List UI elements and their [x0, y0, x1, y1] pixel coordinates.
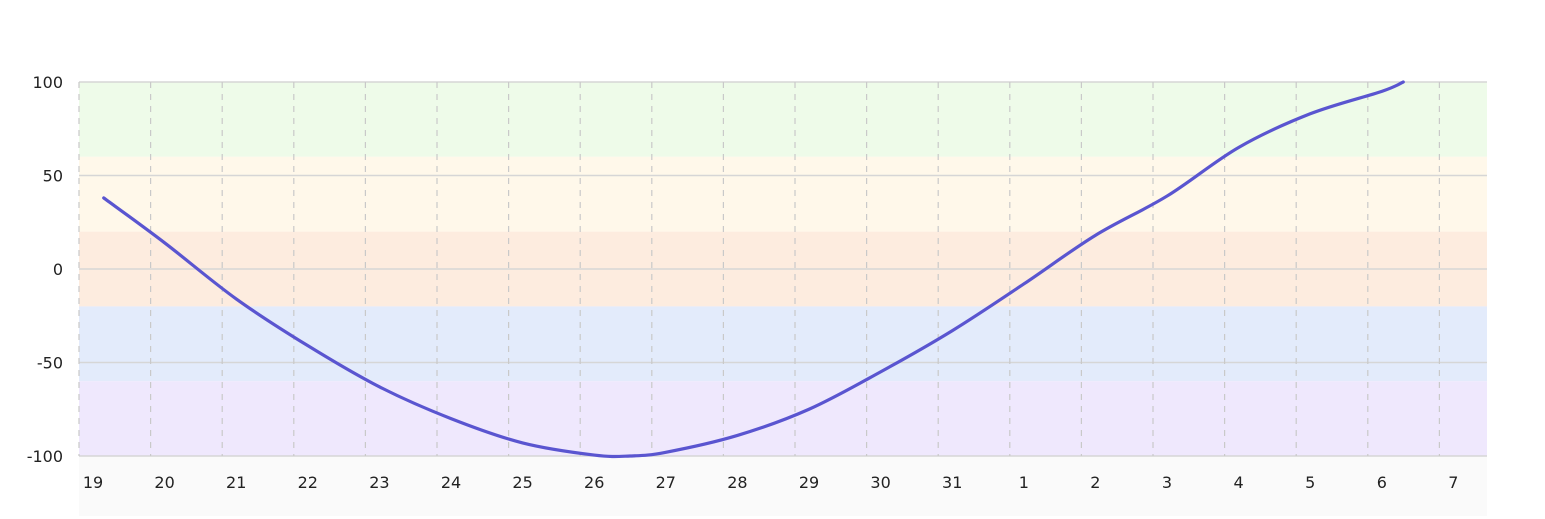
band-3	[79, 306, 1487, 382]
axis-strip	[79, 456, 1487, 516]
x-tick-label-1: 20	[154, 473, 174, 492]
series-line-0	[102, 80, 1405, 459]
x-tick-label-14: 2	[1090, 473, 1100, 492]
x-tick-label-18: 6	[1377, 473, 1387, 492]
x-tick-label-16: 4	[1234, 473, 1244, 492]
x-tick-label-4: 23	[369, 473, 389, 492]
horizontal-gridlines	[79, 81, 1487, 457]
x-tick-label-5: 24	[441, 473, 461, 492]
y-tick-label-0: 100	[32, 73, 63, 92]
y-tick-label-3: -50	[37, 354, 63, 373]
background-bands	[79, 82, 1487, 516]
x-tick-label-6: 25	[512, 473, 532, 492]
band-1	[79, 156, 1487, 232]
x-axis-ticks: 19 20 21 22 23 24 25 26 27 28 29 30 31 1 2 3 4 5 6 7	[83, 473, 1459, 492]
x-tick-label-17: 5	[1305, 473, 1315, 492]
x-tick-label-9: 28	[727, 473, 747, 492]
series-layer	[102, 80, 1405, 459]
x-tick-label-19: 7	[1448, 473, 1458, 492]
y-tick-label-4: -100	[27, 447, 63, 466]
x-tick-label-8: 27	[656, 473, 676, 492]
x-tick-label-10: 29	[799, 473, 819, 492]
y-axis-ticks: 100 50 0 -50 -100	[27, 73, 63, 466]
x-tick-label-11: 30	[870, 473, 890, 492]
x-tick-label-13: 1	[1019, 473, 1029, 492]
x-tick-label-7: 26	[584, 473, 604, 492]
vertical-gridlines	[78, 82, 1441, 456]
x-tick-label-15: 3	[1162, 473, 1172, 492]
x-tick-label-12: 31	[942, 473, 962, 492]
y-tick-label-2: 0	[53, 260, 63, 279]
x-tick-label-2: 21	[226, 473, 246, 492]
band-0	[79, 82, 1487, 157]
y-tick-label-1: 50	[43, 167, 63, 186]
x-tick-label-3: 22	[298, 473, 318, 492]
x-tick-label-0: 19	[83, 473, 103, 492]
